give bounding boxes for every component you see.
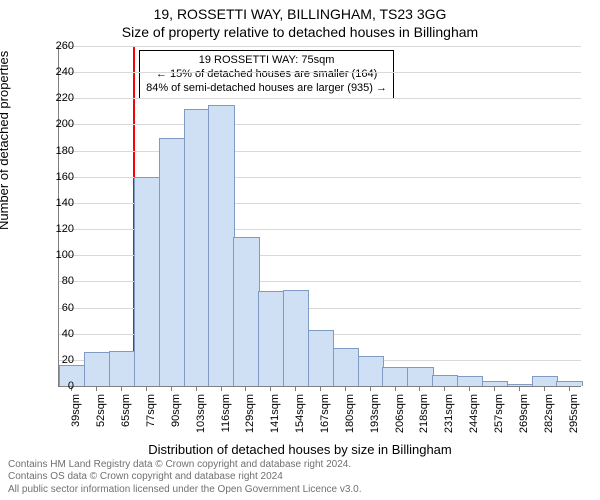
x-tick-label: 52sqm	[95, 394, 107, 444]
histogram-bar	[159, 138, 185, 386]
y-tick-label: 240	[34, 66, 74, 78]
histogram-bar	[432, 375, 458, 386]
x-tick-mark	[569, 386, 570, 391]
histogram-bar	[84, 352, 110, 386]
chart-title-line1: 19, ROSSETTI WAY, BILLINGHAM, TS23 3GG	[0, 6, 600, 22]
x-tick-label: 65sqm	[120, 394, 132, 444]
x-tick-mark	[345, 386, 346, 391]
x-tick-mark	[121, 386, 122, 391]
gridline	[59, 46, 581, 47]
x-axis-label: Distribution of detached houses by size …	[0, 442, 600, 457]
histogram-bar	[308, 330, 334, 386]
y-tick-label: 100	[34, 249, 74, 261]
x-tick-label: 129sqm	[244, 394, 256, 444]
histogram-bar	[258, 291, 284, 386]
y-tick-label: 80	[34, 275, 74, 287]
x-tick-label: 206sqm	[394, 394, 406, 444]
x-tick-label: 269sqm	[518, 394, 530, 444]
x-tick-label: 180sqm	[344, 394, 356, 444]
x-tick-label: 103sqm	[195, 394, 207, 444]
y-tick-label: 20	[34, 354, 74, 366]
credits-line2: Contains OS data © Crown copyright and d…	[8, 471, 362, 484]
x-tick-mark	[494, 386, 495, 391]
x-tick-mark	[270, 386, 271, 391]
plot-area: 19 ROSSETTI WAY: 75sqm ← 15% of detached…	[58, 46, 581, 387]
x-tick-label: 77sqm	[145, 394, 157, 444]
x-tick-mark	[519, 386, 520, 391]
x-tick-label: 218sqm	[418, 394, 430, 444]
gridline	[59, 124, 581, 125]
x-tick-mark	[320, 386, 321, 391]
x-tick-mark	[245, 386, 246, 391]
callout-line1: 19 ROSSETTI WAY: 75sqm	[146, 54, 387, 68]
x-tick-label: 154sqm	[294, 394, 306, 444]
histogram-bar	[532, 376, 558, 386]
credits-line3: All public sector information licensed u…	[8, 484, 362, 497]
y-tick-label: 160	[34, 171, 74, 183]
histogram-bar	[382, 367, 408, 386]
x-tick-label: 141sqm	[269, 394, 281, 444]
x-tick-mark	[295, 386, 296, 391]
y-tick-label: 220	[34, 92, 74, 104]
callout-line3: 84% of semi-detached houses are larger (…	[146, 82, 387, 96]
x-tick-label: 295sqm	[568, 394, 580, 444]
y-tick-label: 40	[34, 328, 74, 340]
histogram-bar	[134, 177, 160, 386]
histogram-bar	[333, 348, 359, 386]
x-tick-mark	[221, 386, 222, 391]
x-tick-mark	[395, 386, 396, 391]
x-tick-label: 282sqm	[543, 394, 555, 444]
x-tick-label: 39sqm	[70, 394, 82, 444]
x-tick-mark	[444, 386, 445, 391]
histogram-bar	[556, 381, 582, 386]
histogram-bar	[208, 105, 234, 386]
x-tick-mark	[96, 386, 97, 391]
histogram-bar	[184, 109, 210, 386]
callout-line2: ← 15% of detached houses are smaller (16…	[146, 68, 387, 82]
y-axis-label: Number of detached properties	[0, 51, 11, 230]
gridline	[59, 72, 581, 73]
x-tick-mark	[196, 386, 197, 391]
x-tick-label: 167sqm	[319, 394, 331, 444]
x-tick-label: 231sqm	[443, 394, 455, 444]
y-tick-label: 260	[34, 40, 74, 52]
y-tick-label: 180	[34, 145, 74, 157]
y-tick-label: 60	[34, 302, 74, 314]
gridline	[59, 98, 581, 99]
x-tick-mark	[370, 386, 371, 391]
x-tick-label: 193sqm	[369, 394, 381, 444]
x-tick-mark	[419, 386, 420, 391]
credits: Contains HM Land Registry data © Crown c…	[8, 459, 362, 497]
callout-box: 19 ROSSETTI WAY: 75sqm ← 15% of detached…	[139, 50, 394, 99]
x-tick-label: 244sqm	[468, 394, 480, 444]
histogram-bar	[507, 384, 533, 386]
y-tick-label: 0	[34, 380, 74, 392]
chart-container: 19, ROSSETTI WAY, BILLINGHAM, TS23 3GG S…	[0, 0, 600, 500]
x-tick-mark	[469, 386, 470, 391]
x-tick-label: 257sqm	[493, 394, 505, 444]
histogram-bar	[109, 351, 135, 386]
x-tick-label: 116sqm	[220, 394, 232, 444]
histogram-bar	[233, 237, 259, 386]
histogram-bar	[283, 290, 309, 386]
credits-line1: Contains HM Land Registry data © Crown c…	[8, 459, 362, 472]
y-tick-label: 120	[34, 223, 74, 235]
chart-title-line2: Size of property relative to detached ho…	[0, 24, 600, 40]
x-tick-mark	[146, 386, 147, 391]
gridline	[59, 151, 581, 152]
x-tick-mark	[171, 386, 172, 391]
x-tick-label: 90sqm	[170, 394, 182, 444]
histogram-bar	[407, 367, 433, 386]
histogram-bar	[457, 376, 483, 386]
y-tick-label: 140	[34, 197, 74, 209]
x-tick-mark	[544, 386, 545, 391]
histogram-bar	[358, 356, 384, 386]
y-tick-label: 200	[34, 118, 74, 130]
